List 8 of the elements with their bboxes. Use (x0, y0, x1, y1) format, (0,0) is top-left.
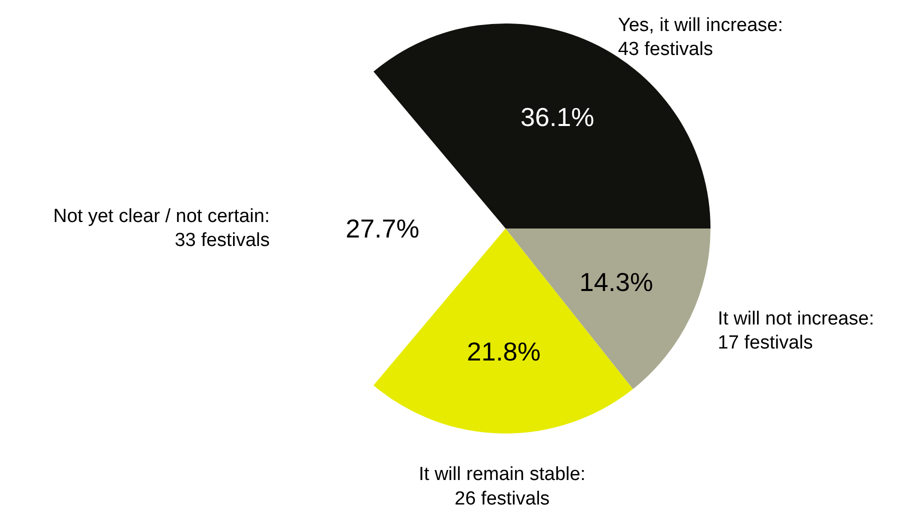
data-label: 27.7% (346, 214, 420, 244)
slice-label: Not yet clear / not certain: 33 festivals (53, 206, 270, 252)
data-label: 14.3% (579, 266, 654, 297)
data-label: 36.1% (520, 102, 594, 132)
data-label: 21.8% (466, 336, 541, 366)
slice-label: Yes, it will increase: 43 festivals (618, 14, 784, 60)
slice-label: It will not increase: 17 festivals (718, 308, 874, 354)
slice-label: It will remain stable: 26 festivals (418, 464, 586, 506)
